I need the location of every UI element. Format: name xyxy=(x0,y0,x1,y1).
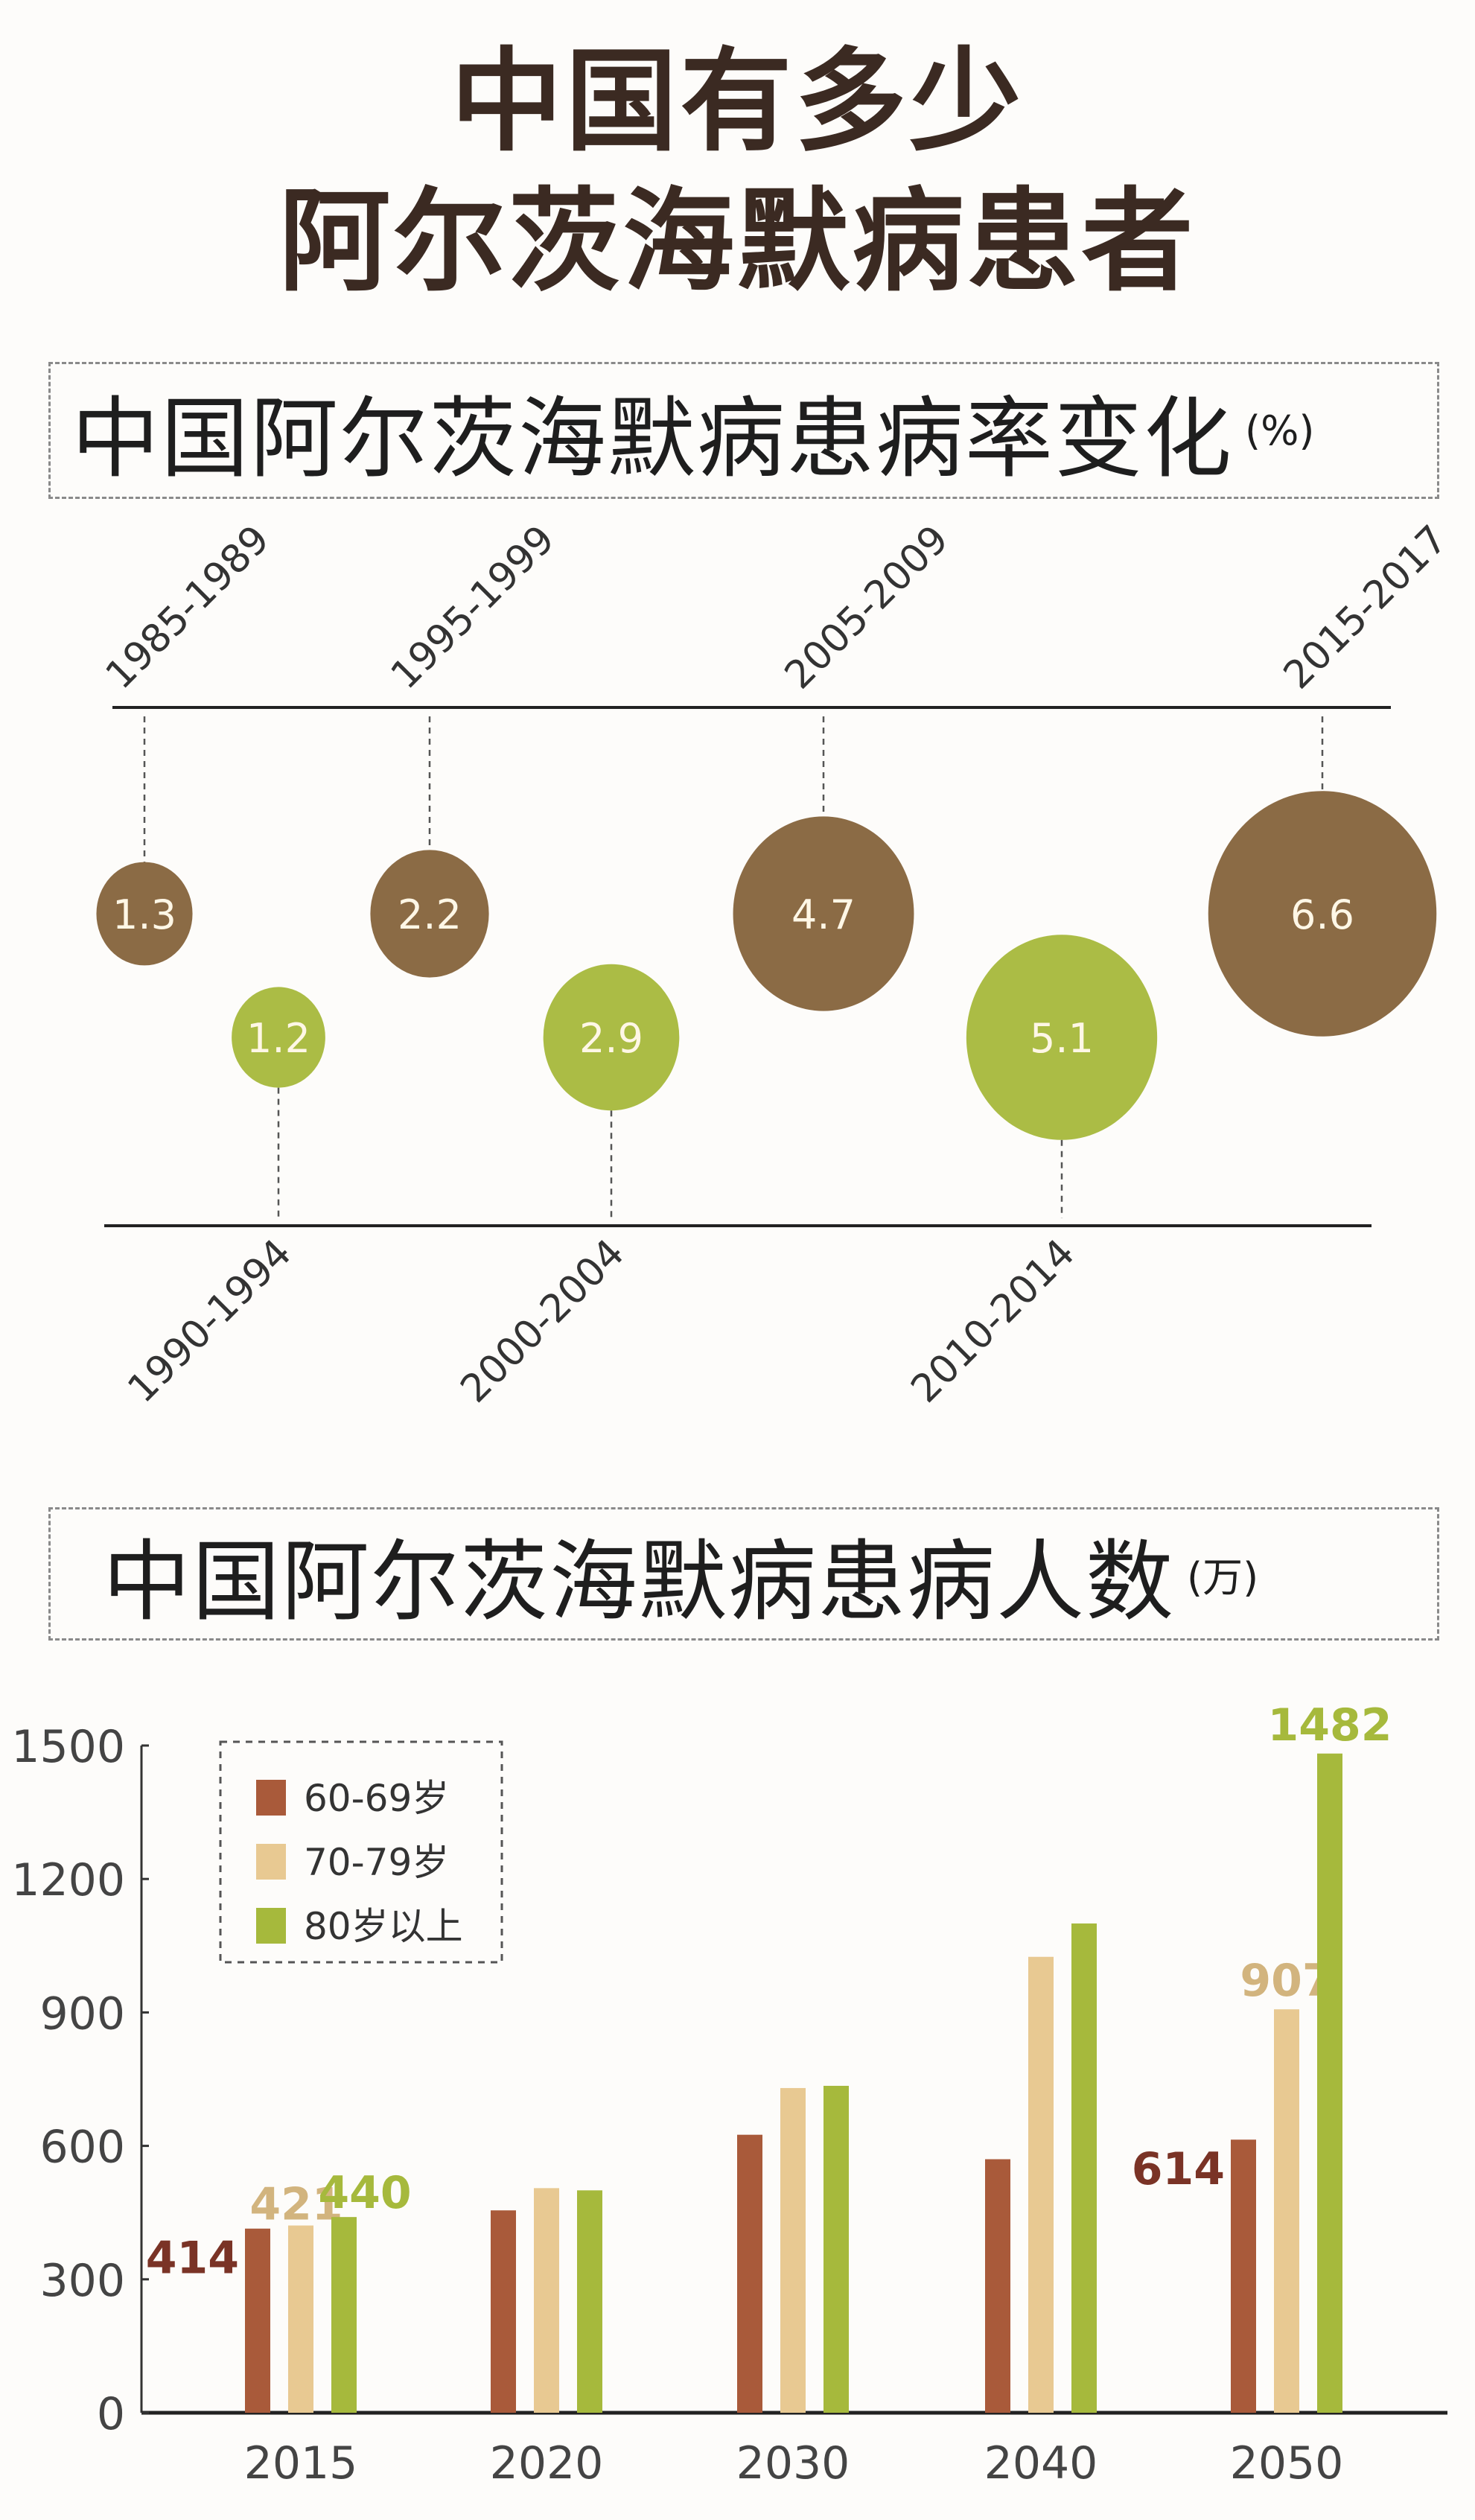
bar-70-79岁-2040 xyxy=(1028,1956,1054,2413)
bar-60-69岁-2030 xyxy=(737,2134,762,2413)
legend-swatch-70-79岁 xyxy=(256,1844,286,1880)
legend-label: 70-79岁 xyxy=(304,1841,449,1884)
legend-label: 60-69岁 xyxy=(304,1777,449,1820)
bubble-1990-1994 xyxy=(232,987,325,1088)
period-label: 1985-1989 xyxy=(98,517,278,698)
y-tick-label: 900 xyxy=(39,1988,125,2040)
x-tick-label: 2050 xyxy=(1230,2437,1344,2489)
section2-header: 中国阿尔茨海默病患病人数 (万) xyxy=(48,1507,1439,1641)
bar-60-69岁-2050 xyxy=(1231,2139,1256,2413)
bubble-value-label: 4.7 xyxy=(791,891,856,938)
y-tick-label: 300 xyxy=(39,2255,125,2307)
section1-unit: (%) xyxy=(1245,407,1315,454)
bar-80岁以上-2015 xyxy=(331,2217,357,2413)
bar-70-79岁-2015 xyxy=(288,2225,313,2413)
bubble-value-label: 2.2 xyxy=(398,891,462,938)
legend-swatch-80岁以上 xyxy=(256,1908,286,1944)
period-label: 2015-2017 xyxy=(1275,517,1456,698)
y-tick-label: 0 xyxy=(97,2388,125,2440)
x-tick-label: 2030 xyxy=(736,2437,850,2489)
section1-title: 中国阿尔茨海默病患病率变化 xyxy=(71,386,1234,490)
bubble-2015-2017 xyxy=(1208,791,1437,1037)
bar-80岁以上-2050 xyxy=(1317,1753,1342,2413)
bar-60-69岁-2015 xyxy=(245,2228,270,2413)
bar-80岁以上-2040 xyxy=(1071,1923,1097,2413)
section2-unit: (万) xyxy=(1187,1554,1259,1601)
x-tick-label: 2040 xyxy=(984,2437,1098,2489)
period-label: 2010-2014 xyxy=(902,1231,1083,1412)
bubble-value-label: 6.6 xyxy=(1290,891,1354,938)
y-tick-label: 1200 xyxy=(11,1854,125,1906)
legend-box xyxy=(219,1740,503,1964)
bubble-value-label: 1.3 xyxy=(112,891,176,938)
bar-80岁以上-2020 xyxy=(577,2190,602,2413)
legend-label: 80岁以上 xyxy=(304,1905,463,1948)
section2-title: 中国阿尔茨海默病患病人数 xyxy=(103,1530,1176,1633)
bar-60-69岁-2040 xyxy=(985,2159,1010,2413)
legend-swatch-60-69岁 xyxy=(256,1780,286,1816)
bubble-value-label: 1.2 xyxy=(246,1015,310,1062)
bar-value-label: 440 xyxy=(318,2167,411,2219)
section1-header: 中国阿尔茨海默病患病率变化 (%) xyxy=(48,362,1439,499)
period-label: 1990-1994 xyxy=(119,1231,300,1412)
bubble-value-label: 2.9 xyxy=(579,1015,643,1062)
bar-80岁以上-2030 xyxy=(823,2085,849,2413)
bar-70-79岁-2020 xyxy=(534,2188,559,2413)
x-tick-label: 2020 xyxy=(490,2437,604,2489)
title-line-1: 中国有多少 xyxy=(450,37,1025,167)
period-label: 1995-1999 xyxy=(383,517,564,698)
bubble-2000-2004 xyxy=(543,964,680,1111)
bar-value-label: 414 xyxy=(146,2233,239,2285)
bubble-1995-1999 xyxy=(370,850,489,978)
bubble-value-label: 5.1 xyxy=(1030,1015,1094,1062)
bar-value-label: 421 xyxy=(249,2179,343,2231)
x-tick-label: 2015 xyxy=(244,2437,358,2489)
bar-value-label: 1482 xyxy=(1268,1699,1392,1751)
bubble-2005-2009 xyxy=(733,816,914,1011)
bar-value-label: 614 xyxy=(1132,2143,1225,2195)
bubble-1985-1989 xyxy=(96,862,193,966)
title-line-2: 阿尔茨海默病患者 xyxy=(278,177,1197,307)
y-tick-label: 600 xyxy=(39,2122,125,2174)
bar-70-79岁-2030 xyxy=(780,2087,806,2413)
period-label: 2005-2009 xyxy=(777,517,958,698)
bubble-2010-2014 xyxy=(966,935,1158,1140)
bar-60-69岁-2020 xyxy=(491,2210,516,2413)
period-label: 2000-2004 xyxy=(452,1231,633,1412)
bar-70-79岁-2050 xyxy=(1274,2009,1299,2413)
y-tick-label: 1500 xyxy=(11,1721,125,1773)
